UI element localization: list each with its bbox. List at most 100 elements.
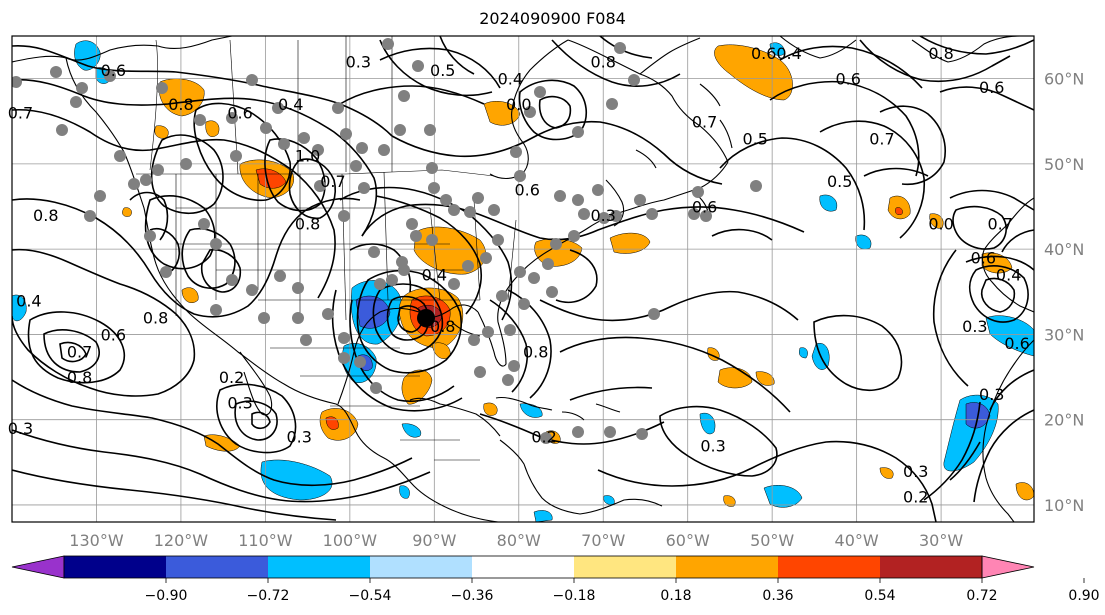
colorbar-tick-label: −0.90 <box>145 588 188 604</box>
gridlines <box>12 36 1034 522</box>
longitude-label: 90°W <box>412 531 456 550</box>
contour-label: 0.6 <box>835 70 860 89</box>
contour-label: 0.6 <box>101 325 126 344</box>
latitude-label: 60°N <box>1044 70 1084 89</box>
colorbar-segment <box>268 556 370 578</box>
station-marker <box>412 60 424 72</box>
station-marker <box>156 82 168 94</box>
station-marker <box>464 206 476 218</box>
station-marker <box>480 252 492 264</box>
contour-label: 0.3 <box>227 394 252 413</box>
contour-label: 0.6 <box>979 78 1004 97</box>
station-marker <box>378 144 390 156</box>
colorbar-segment <box>880 556 982 578</box>
contour-label: 0.3 <box>286 428 311 447</box>
storm-center-marker <box>417 309 435 327</box>
station-marker <box>128 178 140 190</box>
contour-label: 0.3 <box>591 206 616 225</box>
station-marker <box>474 366 486 378</box>
station-marker <box>482 326 494 338</box>
station-marker <box>692 186 704 198</box>
colorbar-segment <box>472 556 574 578</box>
latitude-label: 10°N <box>1044 496 1084 515</box>
colorbar-tick-label: 0.36 <box>762 588 793 604</box>
station-marker <box>534 86 546 98</box>
colorbar-tick-label: 0.18 <box>660 588 691 604</box>
longitude-label: 30°W <box>919 531 963 550</box>
station-marker <box>298 132 310 144</box>
station-marker <box>468 334 480 346</box>
station-marker <box>606 98 618 110</box>
station-marker <box>332 102 344 114</box>
contour-label: 0.4 <box>278 95 303 114</box>
station-marker <box>568 230 580 242</box>
station-marker <box>496 290 508 302</box>
station-marker <box>292 282 304 294</box>
station-marker <box>462 260 474 272</box>
station-marker <box>104 70 116 82</box>
station-marker <box>322 308 334 320</box>
station-marker <box>144 230 156 242</box>
contour-label: 0.4 <box>422 266 447 285</box>
station-marker <box>518 298 530 310</box>
station-marker <box>386 274 398 286</box>
station-marker <box>300 334 312 346</box>
station-marker <box>278 138 290 150</box>
station-marker <box>448 278 460 290</box>
station-marker <box>688 208 700 220</box>
station-marker <box>628 74 640 86</box>
station-marker <box>350 160 362 172</box>
contour-label: 0.7 <box>987 215 1012 234</box>
contour-label: 0.5 <box>827 172 852 191</box>
station-marker <box>410 230 422 242</box>
colorbar-tick-labels: −0.90 −0.72 −0.54 −0.36 −0.18 0.18 0.36 0.54 0.7… <box>145 578 1100 604</box>
station-marker <box>354 356 366 368</box>
station-marker <box>572 194 584 206</box>
contour-label: 0.6 <box>227 104 252 123</box>
station-marker <box>540 432 552 444</box>
contour-label: 0.3 <box>8 419 33 438</box>
station-marker <box>180 158 192 170</box>
station-marker <box>592 184 604 196</box>
station-marker <box>700 210 712 222</box>
station-marker <box>258 312 270 324</box>
colorbar-outline <box>63 555 983 579</box>
station-marker <box>226 274 238 286</box>
station-marker <box>198 218 210 230</box>
contour-label: 0.4 <box>996 266 1021 285</box>
contour-label: 0.0 <box>506 95 531 114</box>
contour-label: 0.5 <box>430 61 455 80</box>
colorbar-segment <box>574 556 676 578</box>
station-marker <box>50 66 62 78</box>
colorbar-tick-label: 0.72 <box>966 588 997 604</box>
station-marker <box>260 122 272 134</box>
station-marker <box>604 426 616 438</box>
contour-label: 0.3 <box>346 53 371 72</box>
longitude-label: 70°W <box>581 531 625 550</box>
station-marker <box>502 374 514 386</box>
station-marker <box>396 256 408 268</box>
contour-label: 0.3 <box>979 385 1004 404</box>
station-marker <box>448 204 460 216</box>
station-marker <box>426 162 438 174</box>
contour-label: 0.6 <box>514 180 539 199</box>
station-marker <box>12 76 22 88</box>
station-marker <box>492 234 504 246</box>
station-marker <box>114 150 126 162</box>
contour-label: 1.0 <box>295 146 320 165</box>
longitude-label: 40°W <box>835 531 879 550</box>
station-marker <box>140 174 152 186</box>
contour-label: 0.4 <box>16 291 41 310</box>
station-marker <box>440 194 452 206</box>
station-marker <box>648 308 660 320</box>
contour-label: 0.8 <box>295 215 320 234</box>
colorbar-segment <box>676 556 778 578</box>
station-marker <box>572 126 584 138</box>
contour-label: 0.4 <box>776 44 801 63</box>
contour-label: 0.7 <box>692 112 717 131</box>
contour-label: 0.8 <box>591 53 616 72</box>
contour-label: 0.3 <box>903 462 928 481</box>
contour-label: 0.8 <box>430 317 455 336</box>
station-marker <box>398 90 410 102</box>
